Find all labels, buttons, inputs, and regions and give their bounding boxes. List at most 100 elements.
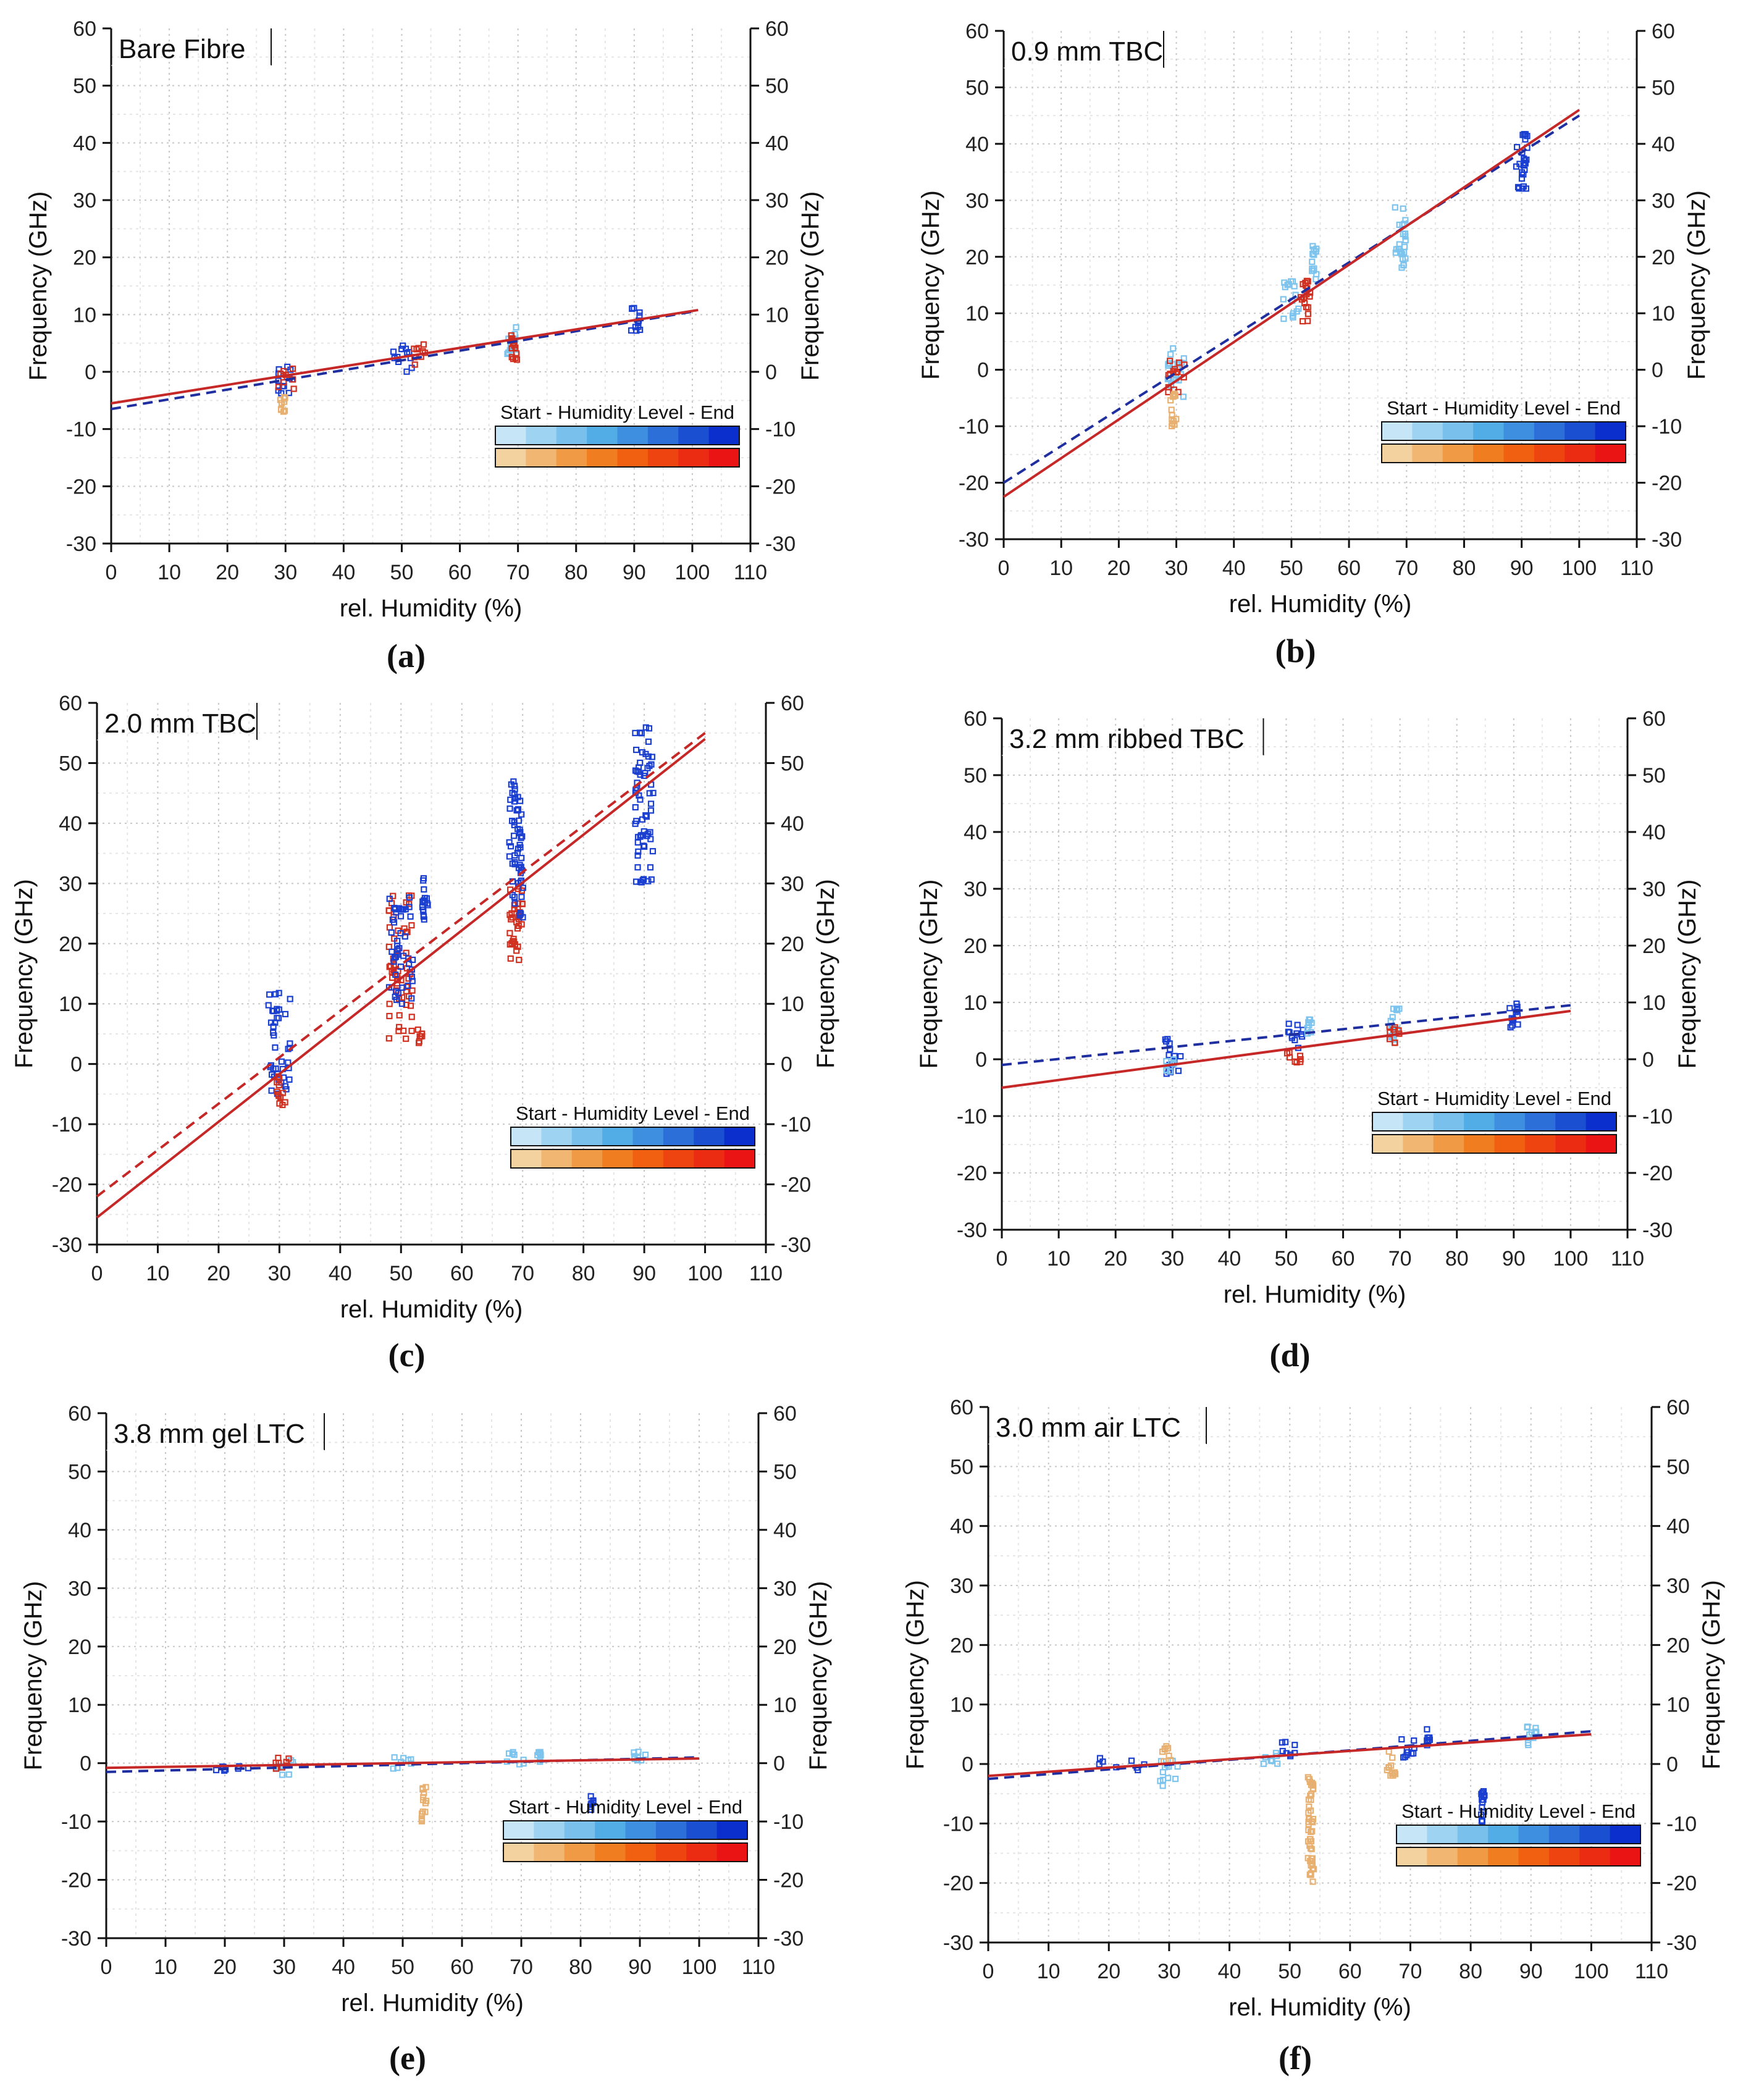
data-point xyxy=(1280,296,1287,303)
data-point xyxy=(537,1750,544,1757)
panel-title: 3.0 mm air LTC xyxy=(996,1413,1181,1443)
legend-swatch-red xyxy=(1503,444,1535,463)
legend-swatch-red xyxy=(1610,1847,1641,1866)
y-tick-label: -30 xyxy=(61,1927,91,1951)
y-tick-label-right: 40 xyxy=(781,812,804,836)
data-point xyxy=(1514,1021,1521,1028)
cluster-red xyxy=(274,1073,288,1109)
legend-swatch-red xyxy=(1457,1847,1489,1866)
x-tick-label: 100 xyxy=(687,1262,723,1285)
y-tick-label-right: 60 xyxy=(781,692,804,715)
data-point xyxy=(636,792,642,799)
data-point xyxy=(1513,144,1521,151)
y-tick-label: 40 xyxy=(964,821,987,844)
legend-swatch-blue xyxy=(1464,1112,1495,1131)
x-tick-label: 0 xyxy=(983,1960,994,1983)
data-point xyxy=(1306,1803,1312,1810)
data-point xyxy=(423,895,430,902)
data-point xyxy=(386,896,393,902)
y-tick-label: 10 xyxy=(950,1694,973,1717)
data-point xyxy=(1308,1838,1315,1845)
data-point xyxy=(1128,1757,1135,1764)
data-point xyxy=(1305,1826,1312,1834)
legend-swatch-red xyxy=(1442,444,1474,463)
y-tick-label: 60 xyxy=(950,1396,973,1419)
y-tick-label-right: 10 xyxy=(781,993,804,1016)
legend: Start - Humidity Level - End xyxy=(495,401,740,468)
x-tick-label: 50 xyxy=(1280,556,1303,580)
data-point xyxy=(640,842,647,849)
legend-swatch-blue xyxy=(1372,1112,1403,1131)
data-point xyxy=(408,1027,415,1035)
data-point xyxy=(638,730,645,737)
data-point xyxy=(649,754,655,760)
data-point xyxy=(513,947,520,954)
legend-swatch-red xyxy=(716,1843,748,1862)
data-point xyxy=(278,1058,285,1065)
fit-line-solid xyxy=(1001,1009,1571,1089)
legend-swatch-red xyxy=(587,448,618,467)
y-tick-label: -10 xyxy=(959,415,989,439)
x-tick-label: 0 xyxy=(91,1262,103,1285)
data-point xyxy=(516,862,523,868)
legend-frame xyxy=(1372,1134,1617,1154)
y-tick-label-right: 40 xyxy=(765,132,789,155)
x-tick-label: 80 xyxy=(565,561,588,584)
y-tick-label-right: 0 xyxy=(1666,1753,1678,1776)
data-point xyxy=(275,387,282,394)
data-point xyxy=(402,345,410,352)
y-axis-title: Frequency (GHz) xyxy=(902,1580,929,1770)
data-point xyxy=(408,1014,415,1020)
x-tick-label: 10 xyxy=(1037,1960,1060,1983)
legend-swatch-blue xyxy=(511,1127,542,1146)
data-point xyxy=(275,384,282,390)
data-point xyxy=(420,906,427,913)
legend-swatch-blue xyxy=(694,1127,725,1146)
data-point xyxy=(514,925,521,932)
data-point xyxy=(1293,308,1300,315)
legend-swatch-red xyxy=(571,1149,603,1168)
legend-swatch-blue xyxy=(1503,422,1535,440)
data-point xyxy=(1282,1739,1289,1745)
x-tick-label: 50 xyxy=(390,561,414,584)
data-point xyxy=(515,817,523,824)
legend-swatch-blue xyxy=(1586,1112,1617,1131)
y-tick-label-right: 50 xyxy=(1666,1455,1690,1479)
cluster-orange xyxy=(1304,1774,1317,1885)
data-point xyxy=(396,1012,403,1018)
data-point xyxy=(514,900,521,907)
fit-line-solid xyxy=(111,308,699,405)
data-point xyxy=(1162,1038,1170,1045)
y-tick-label-right: 50 xyxy=(1652,76,1675,99)
y-tick-label-right: -10 xyxy=(1666,1812,1697,1836)
legend-swatch-red xyxy=(602,1149,633,1168)
data-point xyxy=(1392,250,1399,256)
data-point xyxy=(422,1784,429,1791)
data-point xyxy=(386,1012,393,1020)
data-point xyxy=(418,1815,425,1822)
data-point xyxy=(1396,241,1403,248)
data-point xyxy=(1400,205,1406,212)
data-point xyxy=(420,341,427,348)
data-point xyxy=(272,1019,279,1026)
y-tick-label-right: 60 xyxy=(1652,20,1675,43)
data-point xyxy=(637,326,644,334)
data-point xyxy=(645,878,652,884)
x-tick-label: 10 xyxy=(1047,1247,1070,1270)
y-tick-label: 30 xyxy=(964,878,987,901)
data-point xyxy=(1389,1754,1396,1761)
x-tick-label: 110 xyxy=(742,1955,775,1979)
data-point xyxy=(642,724,649,731)
chart-panel-e: 0 10 20 30 40 50 60 70 80 90 100 110-30 -30-20 -20-10… xyxy=(20,1402,832,2077)
cluster-orange xyxy=(1159,1743,1174,1765)
data-point xyxy=(646,790,653,797)
data-point xyxy=(1306,293,1313,300)
data-point xyxy=(392,953,400,960)
data-point xyxy=(1304,1855,1311,1862)
y-tick-label-right: 0 xyxy=(765,361,777,384)
data-point xyxy=(408,922,415,929)
data-point xyxy=(422,1808,429,1815)
legend-swatch-red xyxy=(495,448,526,467)
y-tick-label-right: 0 xyxy=(773,1752,785,1776)
y-tick-label-right: 40 xyxy=(1652,133,1675,156)
